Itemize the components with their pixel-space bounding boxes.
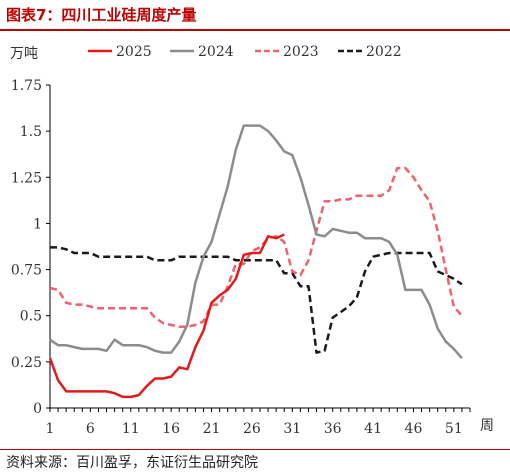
series-line-2024 <box>49 124 463 360</box>
series-line-2025 <box>48 233 285 399</box>
legend-label-2022: 2022 <box>366 44 402 60</box>
source-note: 资料来源：百川盈孚，东证衍生品研究院 <box>6 455 258 471</box>
y-tick-label: 0 <box>33 401 42 417</box>
x-tick-label: 6 <box>86 421 95 437</box>
y-tick-label: 0.5 <box>20 309 42 325</box>
y-tick-label: 0.25 <box>11 355 42 371</box>
legend: 2025 2024 2023 2022 <box>88 44 402 60</box>
x-tick-label: 46 <box>405 421 423 437</box>
series-line-2022 <box>50 246 463 354</box>
x-tick-label: 41 <box>364 421 382 437</box>
footer-rule <box>0 449 510 450</box>
y-unit-label: 万吨 <box>10 46 38 62</box>
y-tick-label: 1.5 <box>20 124 42 140</box>
legend-label-2025: 2025 <box>116 44 152 60</box>
x-tick-label: 26 <box>243 421 261 437</box>
x-tick-label: 21 <box>203 421 221 437</box>
x-unit-label: 周 <box>480 418 494 434</box>
x-tick-label: 11 <box>122 421 140 437</box>
x-tick-label: 36 <box>324 421 342 437</box>
series-line-2023 <box>49 166 463 329</box>
x-tick-label: 31 <box>283 421 301 437</box>
chart-svg: 万吨 周 2025 2024 2023 2022 0 0.25 0.5 0.75 1 1.25 1… <box>10 44 494 437</box>
title-rule <box>0 29 510 31</box>
figure-title: 图表7：四川工业硅周度产量 <box>6 6 197 24</box>
x-tick-label: 51 <box>445 421 463 437</box>
legend-label-2023: 2023 <box>283 44 319 60</box>
y-tick-label: 1.75 <box>11 78 42 94</box>
x-tick-label: 1 <box>46 421 55 437</box>
y-tick-label: 1.25 <box>11 170 42 186</box>
series-layer <box>48 124 463 399</box>
legend-label-2024: 2024 <box>198 44 234 60</box>
y-tick-label: 0.75 <box>11 263 42 279</box>
x-tick-label: 16 <box>162 421 180 437</box>
y-tick-label: 1 <box>33 216 42 232</box>
